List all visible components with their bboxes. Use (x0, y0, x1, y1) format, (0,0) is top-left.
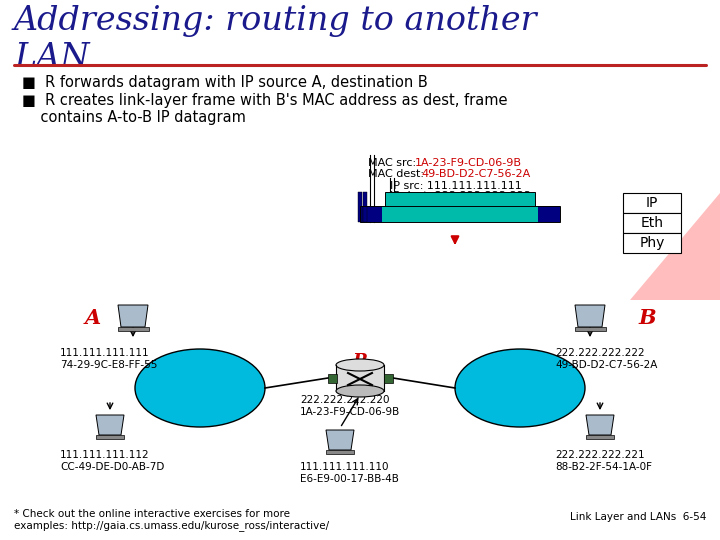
Bar (575, 327, 606, 331)
Polygon shape (118, 305, 148, 327)
Bar (96, 435, 124, 439)
Text: MAC dest:: MAC dest: (368, 169, 428, 179)
Text: Link Layer and LANs  6-54: Link Layer and LANs 6-54 (570, 512, 706, 522)
Polygon shape (326, 430, 354, 450)
Text: ■  R forwards datagram with IP source A, destination B: ■ R forwards datagram with IP source A, … (22, 75, 428, 90)
Bar (118, 327, 149, 331)
Bar (623, 233, 681, 253)
Bar (586, 435, 614, 439)
Bar (360, 206, 560, 222)
Text: LAN: LAN (14, 42, 89, 74)
Text: 111.111.111.111
74-29-9C-E8-FF-55: 111.111.111.111 74-29-9C-E8-FF-55 (60, 348, 158, 369)
Text: 222.222.222.222
49-BD-D2-C7-56-2A: 222.222.222.222 49-BD-D2-C7-56-2A (555, 348, 657, 369)
Bar (360, 206, 382, 222)
Ellipse shape (336, 359, 384, 371)
Polygon shape (630, 193, 720, 300)
Bar (326, 450, 354, 454)
Bar (358, 192, 362, 222)
Text: 222.222.222.220
1A-23-F9-CD-06-9B: 222.222.222.220 1A-23-F9-CD-06-9B (300, 395, 400, 416)
Bar (382, 206, 538, 222)
Bar (363, 192, 367, 222)
Text: Phy: Phy (639, 236, 665, 250)
Polygon shape (586, 415, 614, 435)
Text: Addressing: routing to another: Addressing: routing to another (14, 5, 538, 37)
Polygon shape (96, 415, 124, 435)
Text: IP: IP (646, 196, 658, 210)
Text: Eth: Eth (641, 216, 664, 230)
Text: * Check out the online interactive exercises for more: * Check out the online interactive exerc… (14, 509, 290, 519)
Text: IP src: 111.111.111.111: IP src: 111.111.111.111 (390, 181, 522, 191)
Text: IP dest: 222.222.222.222: IP dest: 222.222.222.222 (390, 191, 531, 201)
Ellipse shape (135, 349, 265, 427)
Text: 1A-23-F9-CD-06-9B: 1A-23-F9-CD-06-9B (415, 158, 522, 168)
Text: R: R (353, 353, 367, 371)
Bar (623, 213, 681, 233)
Bar (538, 206, 560, 222)
Text: ■  R creates link-layer frame with B's MAC address as dest, frame
    contains A: ■ R creates link-layer frame with B's MA… (22, 93, 508, 125)
Text: 49-BD-D2-C7-56-2A: 49-BD-D2-C7-56-2A (421, 169, 530, 179)
Text: B: B (638, 308, 656, 328)
Bar (623, 193, 681, 213)
Text: 111.111.111.112
CC-49-DE-D0-AB-7D: 111.111.111.112 CC-49-DE-D0-AB-7D (60, 450, 164, 471)
Ellipse shape (455, 349, 585, 427)
Text: 111.111.111.110
E6-E9-00-17-BB-4B: 111.111.111.110 E6-E9-00-17-BB-4B (300, 462, 399, 484)
Bar (385, 192, 535, 207)
Bar (336, 365, 384, 391)
Text: A: A (85, 308, 102, 328)
Text: 222.222.222.221
88-B2-2F-54-1A-0F: 222.222.222.221 88-B2-2F-54-1A-0F (555, 450, 652, 471)
Text: MAC src:: MAC src: (368, 158, 420, 168)
Text: examples: http://gaia.cs.umass.edu/kurose_ross/interactive/: examples: http://gaia.cs.umass.edu/kuros… (14, 520, 329, 531)
Bar (328, 374, 337, 383)
Ellipse shape (336, 385, 384, 397)
Bar (384, 374, 393, 383)
Polygon shape (575, 305, 605, 327)
